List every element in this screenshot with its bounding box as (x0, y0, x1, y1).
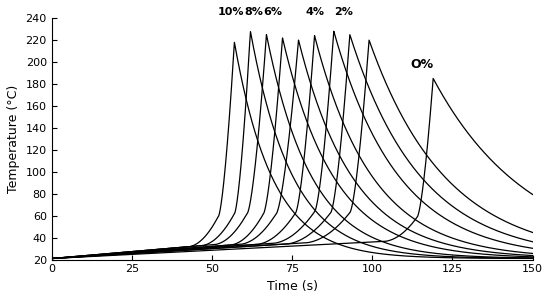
Text: 6%: 6% (263, 7, 282, 17)
Text: 4%: 4% (305, 7, 324, 17)
Text: 8%: 8% (244, 7, 263, 17)
Text: 10%: 10% (218, 7, 244, 17)
Text: O%: O% (411, 58, 434, 71)
X-axis label: Time (s): Time (s) (267, 280, 317, 293)
Text: 2%: 2% (334, 7, 353, 17)
Y-axis label: Temperature (°C): Temperature (°C) (7, 85, 20, 193)
